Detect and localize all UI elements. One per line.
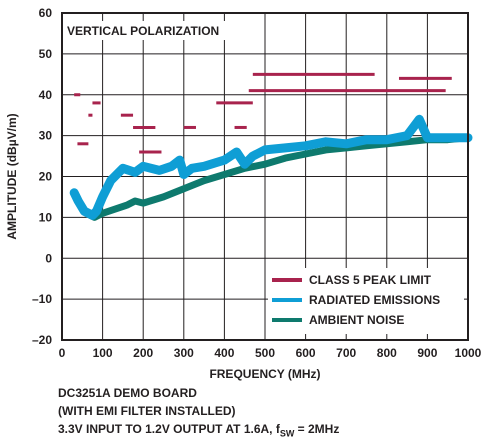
x-tick-label: 1000: [455, 346, 482, 360]
y-tick-label: 60: [39, 6, 53, 20]
legend-ambient-entry-label: AMBIENT NOISE: [309, 313, 404, 327]
radiated-emissions-line: [69, 114, 473, 220]
x-tick-label: 500: [255, 346, 275, 360]
caption-line-3-suffix: = 2MHz: [294, 422, 340, 436]
tick-labels: 0 100 200 300 400 500 600 700 800 900 1000 –20 –10 0 1…: [32, 6, 482, 360]
x-tick-label: 900: [417, 346, 437, 360]
y-tick-label: 50: [39, 47, 53, 61]
plot-title-background: [64, 21, 242, 40]
limit-segments: [74, 72, 452, 154]
data-traces: [69, 114, 473, 221]
y-tick-label: 10: [39, 210, 53, 224]
caption-line-3-subscript: SW: [279, 428, 295, 439]
caption-line-2: (WITH EMI FILTER INSTALLED): [58, 404, 236, 418]
x-tick-label: 0: [59, 346, 66, 360]
y-tick-label: –10: [32, 292, 52, 306]
x-axis-label: FREQUENCY (MHz): [209, 367, 320, 381]
legend-class5-entry-label: CLASS 5 PEAK LIMIT: [309, 273, 432, 287]
x-tick-label: 800: [377, 346, 397, 360]
plot-title: VERTICAL POLARIZATION: [67, 24, 219, 38]
caption-line-1: DC3251A DEMO BOARD: [58, 386, 197, 400]
x-tick-label: 700: [336, 346, 356, 360]
x-tick-label: 100: [93, 346, 113, 360]
x-tick-label: 600: [296, 346, 316, 360]
plot-frame: [61, 12, 469, 341]
y-tick-label: 30: [39, 129, 53, 143]
y-tick-label: –20: [32, 333, 52, 347]
y-tick-label: 40: [39, 88, 53, 102]
caption-line-3-prefix: 3.3V INPUT TO 1.2V OUTPUT AT 1.6A, f: [58, 422, 280, 436]
legend: CLASS 5 PEAK LIMIT RADIATED EMISSIONS AMBI…: [268, 268, 464, 334]
y-tick-label: 20: [39, 170, 53, 184]
x-tick-label: 300: [174, 346, 194, 360]
legend-emissions-entry-label: RADIATED EMISSIONS: [309, 293, 440, 307]
y-axis-label: AMPLITUDE (dBµV/m): [5, 113, 19, 239]
x-tick-label: 200: [133, 346, 153, 360]
caption-line-3: 3.3V INPUT TO 1.2V OUTPUT AT 1.6A, fSW =…: [58, 422, 339, 440]
y-tick-label: 0: [45, 251, 52, 265]
x-tick-label: 400: [214, 346, 234, 360]
